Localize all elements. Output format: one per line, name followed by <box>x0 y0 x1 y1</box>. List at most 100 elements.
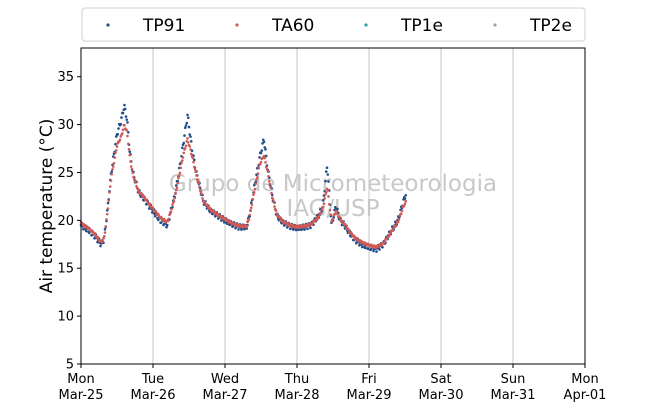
data-point <box>102 235 106 238</box>
data-point <box>103 231 107 234</box>
data-point <box>261 138 265 142</box>
data-point <box>278 216 282 219</box>
data-point <box>140 193 144 196</box>
data-point <box>187 125 191 129</box>
data-point <box>254 182 258 185</box>
data-point <box>383 240 387 244</box>
data-point <box>123 103 126 107</box>
data-point <box>126 142 130 146</box>
data-point <box>192 165 196 169</box>
data-point <box>173 196 177 200</box>
data-point <box>182 141 186 145</box>
data-point <box>344 224 348 227</box>
data-point <box>177 174 181 177</box>
data-point <box>257 166 261 170</box>
data-point <box>245 224 249 228</box>
data-point <box>326 188 330 192</box>
data-point <box>189 135 192 138</box>
data-point <box>167 217 171 221</box>
data-point <box>107 199 111 202</box>
legend: TP91 TA60 TP1e TP2e <box>81 7 586 42</box>
data-point <box>201 197 204 200</box>
data-point <box>330 220 334 223</box>
data-point <box>126 121 129 124</box>
data-point <box>264 161 267 164</box>
data-point <box>105 218 108 221</box>
data-point <box>206 204 210 208</box>
data-point <box>188 133 192 136</box>
data-point <box>191 156 195 160</box>
data-point <box>336 207 339 211</box>
data-point <box>352 234 356 238</box>
data-point <box>184 124 188 127</box>
data-point <box>136 187 140 191</box>
data-point <box>403 202 407 205</box>
data-point <box>399 212 403 215</box>
data-point <box>311 222 315 225</box>
data-point <box>260 149 264 152</box>
data-point <box>197 181 201 185</box>
data-point <box>380 243 384 247</box>
data-point <box>320 208 324 212</box>
x-tick-label-day: Mon <box>67 372 94 387</box>
data-point <box>183 134 186 137</box>
data-point <box>103 228 107 231</box>
data-point <box>377 245 381 248</box>
data-point <box>180 146 184 150</box>
data-point <box>324 193 327 196</box>
data-point <box>166 219 170 223</box>
data-point <box>117 127 120 130</box>
data-point <box>178 171 182 175</box>
data-point <box>273 205 276 208</box>
data-point <box>195 174 198 177</box>
data-point <box>132 175 135 179</box>
data-point <box>272 200 276 204</box>
data-point <box>180 161 183 165</box>
data-point <box>119 122 123 126</box>
data-point <box>112 161 116 165</box>
data-point <box>335 210 339 213</box>
data-point <box>198 185 201 189</box>
data-point <box>248 213 252 217</box>
data-point <box>234 226 237 230</box>
data-point <box>275 212 279 215</box>
data-point <box>188 145 192 148</box>
data-point <box>274 209 278 212</box>
data-point <box>321 205 325 209</box>
data-point <box>270 191 273 195</box>
x-tick-label-day: Sat <box>430 372 451 387</box>
data-point <box>186 113 189 117</box>
y-tick-label: 10 <box>57 310 74 325</box>
data-point <box>403 197 407 200</box>
data-point <box>181 156 185 159</box>
data-point <box>189 152 193 156</box>
data-point <box>256 172 260 175</box>
data-point <box>111 165 115 168</box>
data-point <box>192 160 195 164</box>
data-point <box>172 200 176 203</box>
data-point <box>157 214 161 218</box>
data-point <box>322 202 326 205</box>
data-point <box>108 185 112 188</box>
data-point <box>223 217 227 221</box>
data-point <box>171 203 174 206</box>
data-point <box>121 111 125 115</box>
data-point <box>288 227 292 231</box>
data-point <box>375 250 378 253</box>
data-point <box>265 167 269 171</box>
data-point <box>319 211 323 215</box>
legend-label: TP1e <box>400 16 443 36</box>
data-point <box>268 182 272 186</box>
data-point <box>130 167 134 171</box>
data-point <box>264 165 268 169</box>
data-point <box>363 246 367 250</box>
x-tick-label-date: Mar-25 <box>59 388 104 403</box>
data-point <box>99 244 102 248</box>
data-point <box>306 227 309 231</box>
data-point <box>258 156 261 159</box>
data-point <box>267 174 270 178</box>
data-point <box>108 191 111 194</box>
data-point <box>174 188 178 192</box>
data-point <box>192 158 196 162</box>
data-point <box>131 171 135 175</box>
